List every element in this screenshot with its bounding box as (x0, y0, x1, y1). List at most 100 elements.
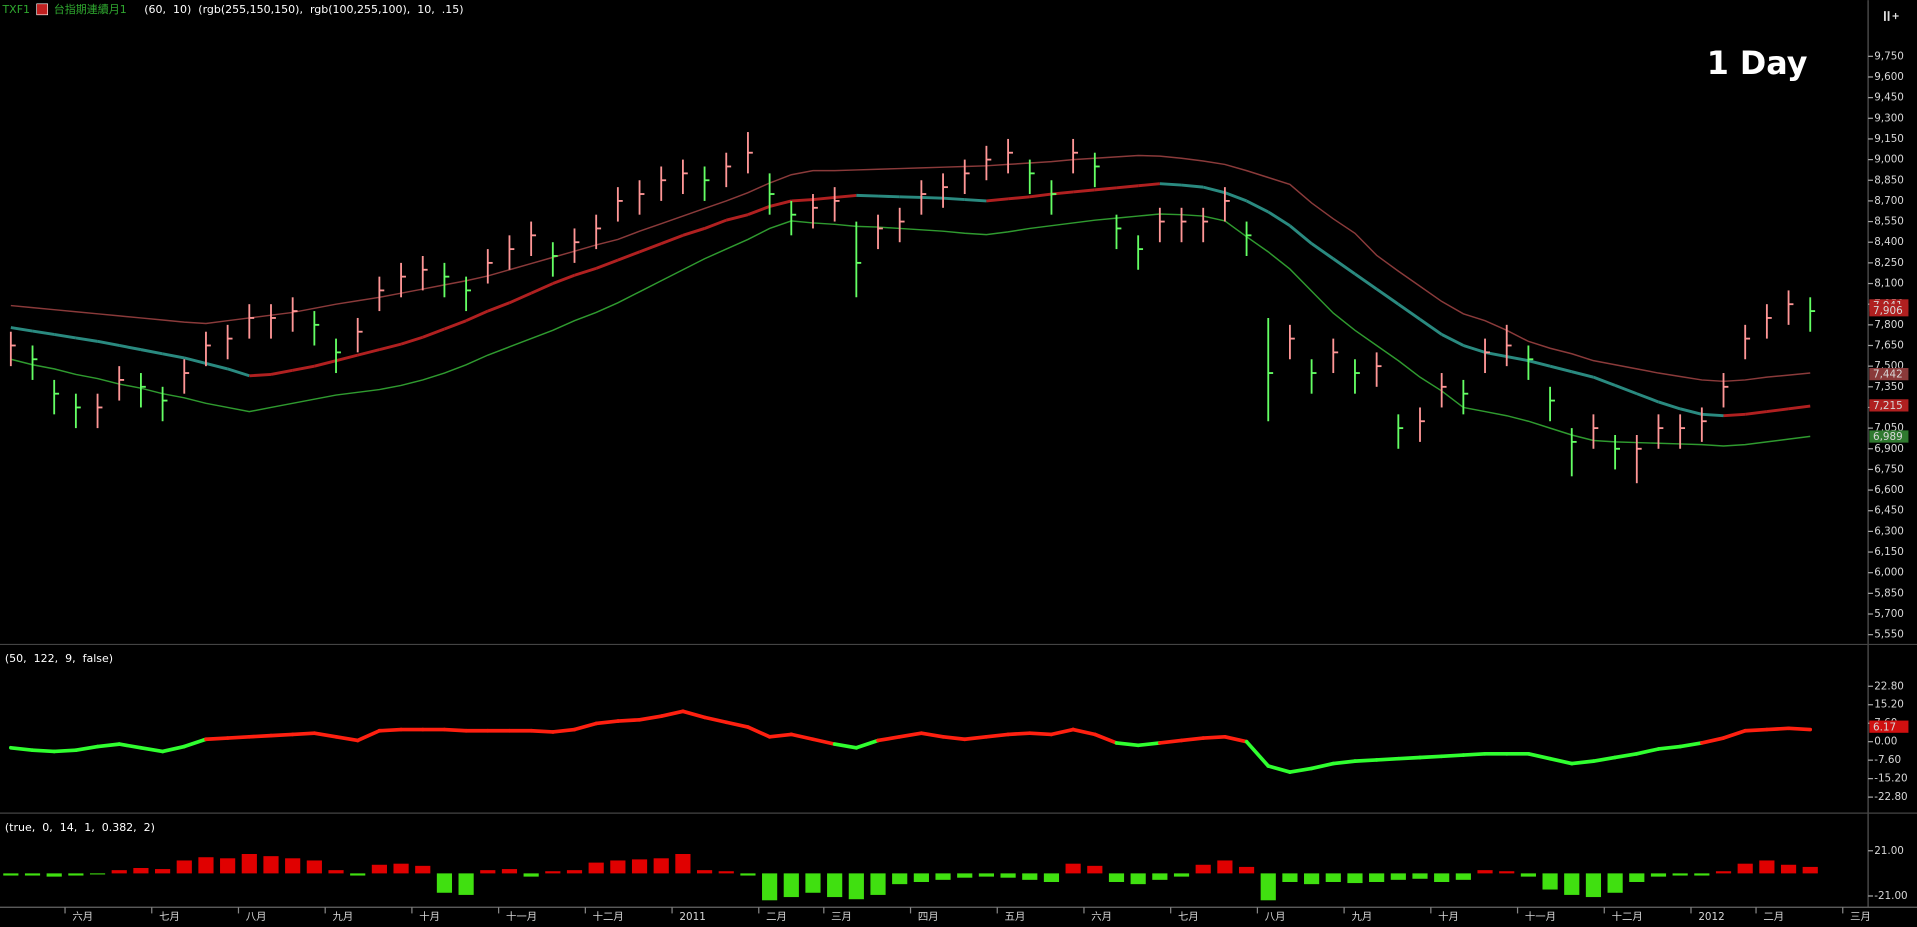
band-line-segment (986, 197, 1009, 203)
y-tick-label: 22.80 (1874, 680, 1904, 692)
x-tick-label: 五月 (1005, 911, 1026, 923)
y-tick-label: 9,150 (1874, 133, 1904, 145)
oscillator-segment (1309, 761, 1336, 771)
band-line-segment (97, 339, 120, 347)
oscillator-segment (529, 728, 555, 734)
histogram-bar (1629, 873, 1645, 882)
oscillator-segment (160, 744, 187, 754)
oscillator-segment (355, 728, 382, 743)
histogram-bar (696, 870, 713, 874)
layout-icon[interactable] (1883, 11, 1899, 21)
oscillator-segment (117, 742, 143, 750)
x-tick-label: 十二月 (1612, 910, 1643, 923)
histogram-bar (1195, 864, 1211, 874)
y-tick-label: 15.20 (1874, 699, 1904, 711)
oscillator-segment (854, 738, 880, 750)
y-tick-label: -15.20 (1874, 773, 1907, 785)
band-line-segment (1181, 183, 1204, 189)
band-line-segment (443, 319, 467, 331)
y-tick-label: 7,650 (1874, 339, 1904, 351)
oscillator-segment (1027, 731, 1054, 737)
oscillator-segment (1114, 741, 1141, 748)
histogram-bar (1173, 873, 1190, 877)
price-tag (1869, 720, 1909, 733)
histogram-bar (805, 873, 821, 893)
x-tick-label: 六月 (72, 911, 93, 923)
band-line-segment (205, 361, 228, 371)
y-tick-label: 6,600 (1874, 484, 1904, 496)
band-line-segment (1441, 333, 1465, 347)
oscillator-segment (1439, 753, 1466, 759)
histogram-bar (1347, 873, 1363, 884)
price-tag-label: 6.17 (1873, 721, 1896, 733)
oscillator-segment (572, 721, 599, 732)
price-tag-label: 6,989 (1873, 431, 1903, 443)
band-line-segment (1549, 364, 1573, 374)
histogram-bar (675, 854, 691, 874)
histogram-bar (436, 873, 453, 893)
band-line-segment (1592, 375, 1616, 387)
oscillator-segment (767, 732, 794, 739)
band-line-segment (964, 198, 987, 203)
histogram-bar (133, 867, 149, 874)
y-tick-label: 5,700 (1874, 608, 1904, 620)
oscillator-segment (876, 734, 902, 743)
oscillator-segment (1331, 759, 1357, 766)
oscillator-segment (1591, 755, 1617, 763)
y-tick-label: 8,550 (1874, 216, 1904, 228)
histogram-bar (3, 873, 19, 876)
band-line-segment (1636, 392, 1659, 404)
y-tick-label: 9,000 (1874, 154, 1904, 166)
price-tag (1869, 368, 1909, 381)
oscillator-segment (225, 734, 252, 740)
y-tick-label: 6,750 (1874, 463, 1904, 475)
band-line-segment (53, 333, 77, 340)
oscillator-segment (919, 731, 945, 739)
oscillator-segment (52, 748, 78, 754)
y-tick-label: 8,400 (1874, 236, 1904, 248)
price-tag-label: 7,442 (1873, 369, 1903, 381)
interval-label: 1 Day (1707, 46, 1808, 82)
histogram-bar (89, 873, 106, 875)
x-tick-label: 十二月 (593, 910, 624, 923)
y-tick-label: 8,850 (1874, 174, 1904, 186)
oscillator-segment (1244, 739, 1271, 768)
histogram-bar (1390, 873, 1406, 880)
histogram-bar (1130, 873, 1146, 885)
x-tick-label: 六月 (1091, 911, 1112, 923)
oscillator-segment (746, 725, 772, 739)
oscillator-segment (1266, 764, 1292, 774)
y-tick-label: 6,300 (1874, 525, 1904, 537)
histogram-bar (501, 869, 518, 874)
histogram-bar (1585, 873, 1602, 898)
oscillator-segment (1613, 752, 1639, 760)
x-tick-label: 九月 (333, 911, 354, 923)
histogram-bar (1694, 873, 1710, 876)
oscillator-segment (1071, 727, 1097, 737)
histogram-bar (371, 864, 387, 874)
panel-title: (true, 0, 14, 1, 0.382, 2) (5, 821, 155, 834)
oscillator-segment (1223, 734, 1249, 744)
band-line-segment (1159, 182, 1182, 187)
oscillator-segment (9, 745, 35, 753)
oscillator-segment (139, 745, 165, 754)
oscillator-segment (594, 719, 620, 726)
histogram-bar (935, 873, 951, 880)
oscillator-segment (681, 709, 707, 720)
x-tick-label: 三月 (1850, 911, 1871, 923)
y-tick-label: -21.00 (1874, 890, 1907, 902)
histogram-bar (545, 871, 561, 874)
histogram-bar (1715, 871, 1732, 874)
oscillator-segment (1374, 756, 1401, 762)
histogram-bar (978, 873, 995, 877)
histogram-bar (458, 873, 474, 895)
band-line-segment (1614, 384, 1638, 396)
histogram-bar (848, 873, 864, 900)
oscillator-segment (789, 732, 815, 742)
oscillator-segment (1526, 752, 1552, 761)
oscillator-segment (95, 742, 122, 749)
oscillator-segment (659, 709, 685, 718)
band-line-segment (574, 266, 597, 277)
